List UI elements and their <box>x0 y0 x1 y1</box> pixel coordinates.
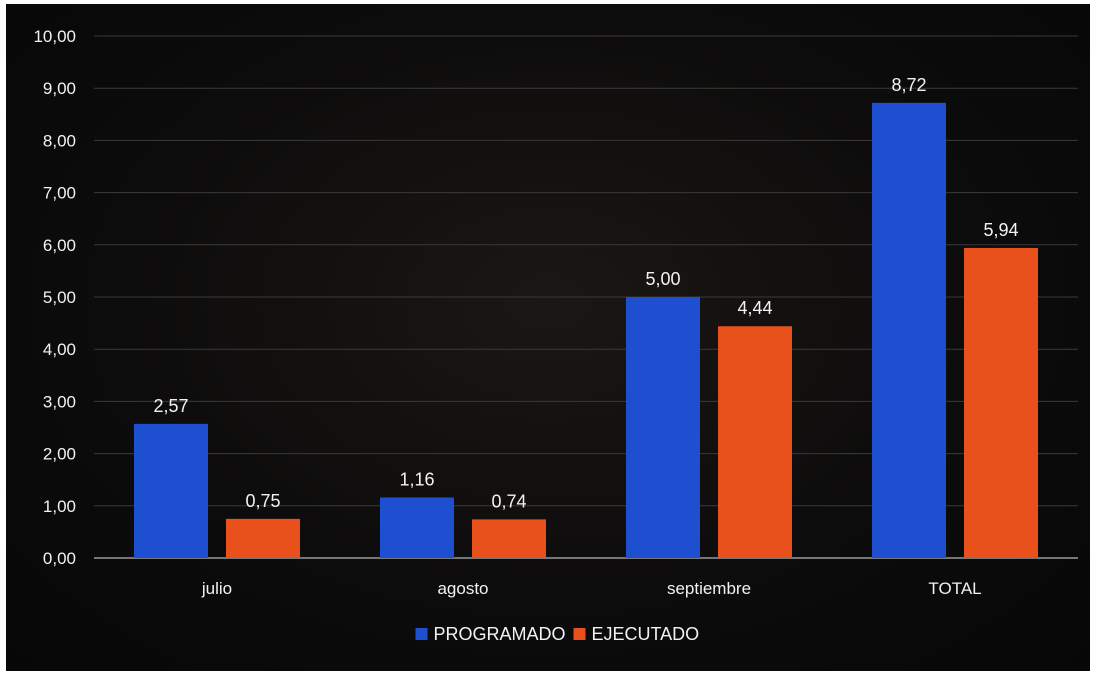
y-tick-label: 7,00 <box>43 184 76 203</box>
bar-ejecutado-septiembre <box>718 326 792 558</box>
data-label: 4,44 <box>737 298 772 318</box>
bar-programado-julio <box>134 423 208 558</box>
data-label: 5,00 <box>645 269 680 289</box>
y-tick-label: 9,00 <box>43 79 76 98</box>
data-label: 5,94 <box>983 220 1018 240</box>
legend-label: EJECUTADO <box>592 624 700 644</box>
y-tick-label: 1,00 <box>43 497 76 516</box>
chart-frame: 0,00 1,00 2,00 3,00 4,00 5,00 6,00 7,00 8,00 9,00… <box>6 4 1090 671</box>
y-tick-label: 6,00 <box>43 236 76 255</box>
data-label: 0,75 <box>245 491 280 511</box>
y-tick-label: 3,00 <box>43 392 76 411</box>
bar-programado-septiembre <box>626 297 700 558</box>
bar-ejecutado-total <box>964 247 1038 558</box>
y-tick-label: 8,00 <box>43 131 76 150</box>
legend-swatch <box>415 628 428 640</box>
x-tick-label: agosto <box>437 579 488 598</box>
bar-ejecutado-julio <box>226 518 300 558</box>
bar-programado-agosto <box>380 497 454 558</box>
y-tick-label: 2,00 <box>43 445 76 464</box>
x-tick-label: septiembre <box>667 579 751 598</box>
y-tick-label: 4,00 <box>43 340 76 359</box>
x-tick-label: TOTAL <box>928 579 981 598</box>
y-tick-label: 5,00 <box>43 288 76 307</box>
data-label: 0,74 <box>491 491 526 511</box>
bar-programado-total <box>872 102 946 558</box>
y-tick-label: 10,00 <box>33 27 76 46</box>
data-label: 8,72 <box>891 75 926 95</box>
y-tick-label: 0,00 <box>43 549 76 568</box>
legend-label: PROGRAMADO <box>434 624 566 644</box>
data-label: 2,57 <box>153 396 188 416</box>
bar-ejecutado-agosto <box>472 519 546 558</box>
bar-chart: 0,00 1,00 2,00 3,00 4,00 5,00 6,00 7,00 8,00 9,00… <box>33 27 1078 644</box>
data-label: 1,16 <box>399 469 434 489</box>
legend-swatch <box>573 628 586 640</box>
x-tick-label: julio <box>201 579 232 598</box>
